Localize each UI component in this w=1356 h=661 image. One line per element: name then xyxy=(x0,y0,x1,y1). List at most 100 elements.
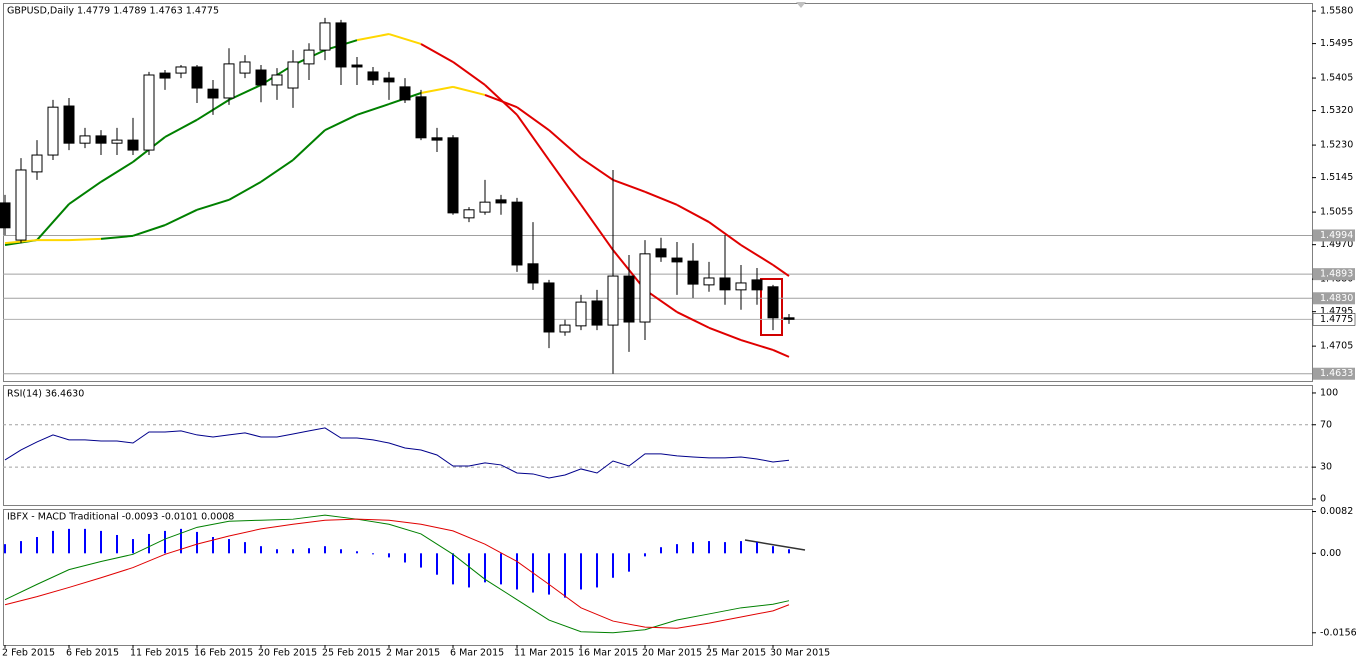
y-tick-label: 1.5055 xyxy=(1320,207,1353,218)
y-tick-label: 0.0082 xyxy=(1320,506,1353,517)
x-tick-label: 25 Feb 2015 xyxy=(322,648,381,659)
candle-body xyxy=(543,282,555,333)
candle-body xyxy=(0,202,11,229)
price-label: 1.4893 xyxy=(1320,269,1353,280)
y-tick-label: 0 xyxy=(1320,493,1326,504)
highlight-box xyxy=(760,278,783,336)
moving-average xyxy=(580,204,614,251)
bid-label: 1.4775 xyxy=(1320,314,1353,325)
price-label-box xyxy=(1313,367,1355,380)
moving-average xyxy=(708,221,742,246)
moving-average xyxy=(292,129,326,161)
x-tick-label: 16 Mar 2015 xyxy=(578,648,638,659)
candle-body xyxy=(399,86,411,101)
candle-body xyxy=(303,49,315,65)
price-label-box xyxy=(1313,268,1355,281)
moving-average xyxy=(516,114,550,161)
price-label: 1.4633 xyxy=(1320,368,1353,379)
candle-body xyxy=(367,71,379,81)
moving-average xyxy=(356,103,390,116)
candle-body xyxy=(687,260,699,285)
price-label-box xyxy=(1313,292,1355,305)
candle-body xyxy=(623,275,635,323)
y-tick-label: 0.00 xyxy=(1320,548,1341,559)
y-tick-label: 1.4795 xyxy=(1320,306,1353,317)
moving-average xyxy=(516,106,550,131)
y-tick-label: -0.0156 xyxy=(1320,627,1356,638)
candle-body xyxy=(575,301,587,327)
moving-average xyxy=(228,180,262,201)
shift-marker xyxy=(796,2,806,8)
candle-body xyxy=(463,209,475,219)
candle-body xyxy=(79,135,91,144)
candle-body xyxy=(479,201,491,213)
candle-body xyxy=(607,275,619,326)
moving-average xyxy=(452,85,486,96)
macd-panel xyxy=(3,509,1313,646)
candle-body xyxy=(271,74,283,86)
y-tick-label: 1.5230 xyxy=(1320,140,1353,151)
price-label: 1.4830 xyxy=(1320,293,1353,304)
candle-body xyxy=(111,139,123,144)
y-tick-label: 100 xyxy=(1320,387,1338,398)
candle-body xyxy=(751,279,763,291)
x-tick-label: 30 Mar 2015 xyxy=(770,648,830,659)
candle-body xyxy=(159,72,171,79)
candle-body xyxy=(175,66,187,74)
moving-average xyxy=(164,118,198,138)
moving-average xyxy=(68,237,102,242)
x-tick-label: 11 Mar 2015 xyxy=(514,648,574,659)
moving-average xyxy=(164,208,198,227)
candle-body xyxy=(351,64,363,68)
candle-body xyxy=(639,253,651,323)
candle-body xyxy=(655,248,667,258)
candle-body xyxy=(191,66,203,89)
candle-body xyxy=(783,317,795,320)
moving-average xyxy=(772,349,790,358)
moving-average xyxy=(548,129,582,159)
macd-line xyxy=(4,514,790,634)
rsi-line xyxy=(4,427,790,479)
candle-body xyxy=(495,199,507,204)
moving-average xyxy=(420,43,454,63)
moving-average xyxy=(548,159,582,206)
candle-body xyxy=(703,277,715,286)
candle-body xyxy=(63,105,75,144)
candle-body xyxy=(47,106,59,156)
macd-line xyxy=(4,518,790,629)
candle-body xyxy=(767,286,779,319)
moving-average xyxy=(36,203,70,241)
candle-body xyxy=(223,63,235,99)
moving-average xyxy=(676,311,710,329)
candle-body xyxy=(447,137,459,214)
candle-body xyxy=(335,22,347,68)
candle-body xyxy=(511,201,523,266)
candle-body xyxy=(735,282,747,291)
candle-body xyxy=(527,263,539,284)
moving-average xyxy=(644,190,678,206)
candle-body xyxy=(415,96,427,139)
candle-body xyxy=(239,61,251,74)
candle-body xyxy=(143,74,155,151)
candle-body xyxy=(287,61,299,89)
moving-average xyxy=(100,161,134,183)
moving-average xyxy=(356,33,390,42)
y-tick-label: 1.5495 xyxy=(1320,38,1353,49)
moving-average xyxy=(452,61,486,86)
candle-body xyxy=(31,154,43,173)
price-title: GBPUSD,Daily 1.4779 1.4789 1.4763 1.4775 xyxy=(7,6,219,17)
moving-average xyxy=(580,157,614,181)
candle-body xyxy=(127,139,139,151)
candle-body xyxy=(15,169,27,241)
moving-average xyxy=(772,264,790,277)
moving-average xyxy=(740,339,774,351)
x-tick-label: 6 Feb 2015 xyxy=(66,648,119,659)
x-tick-label: 20 Mar 2015 xyxy=(642,648,702,659)
x-tick-label: 2 Mar 2015 xyxy=(386,648,440,659)
candle-body xyxy=(255,69,267,86)
candle-body xyxy=(383,77,395,83)
moving-average xyxy=(676,203,710,223)
x-tick-label: 2 Feb 2015 xyxy=(2,648,55,659)
candle-body xyxy=(559,324,571,333)
